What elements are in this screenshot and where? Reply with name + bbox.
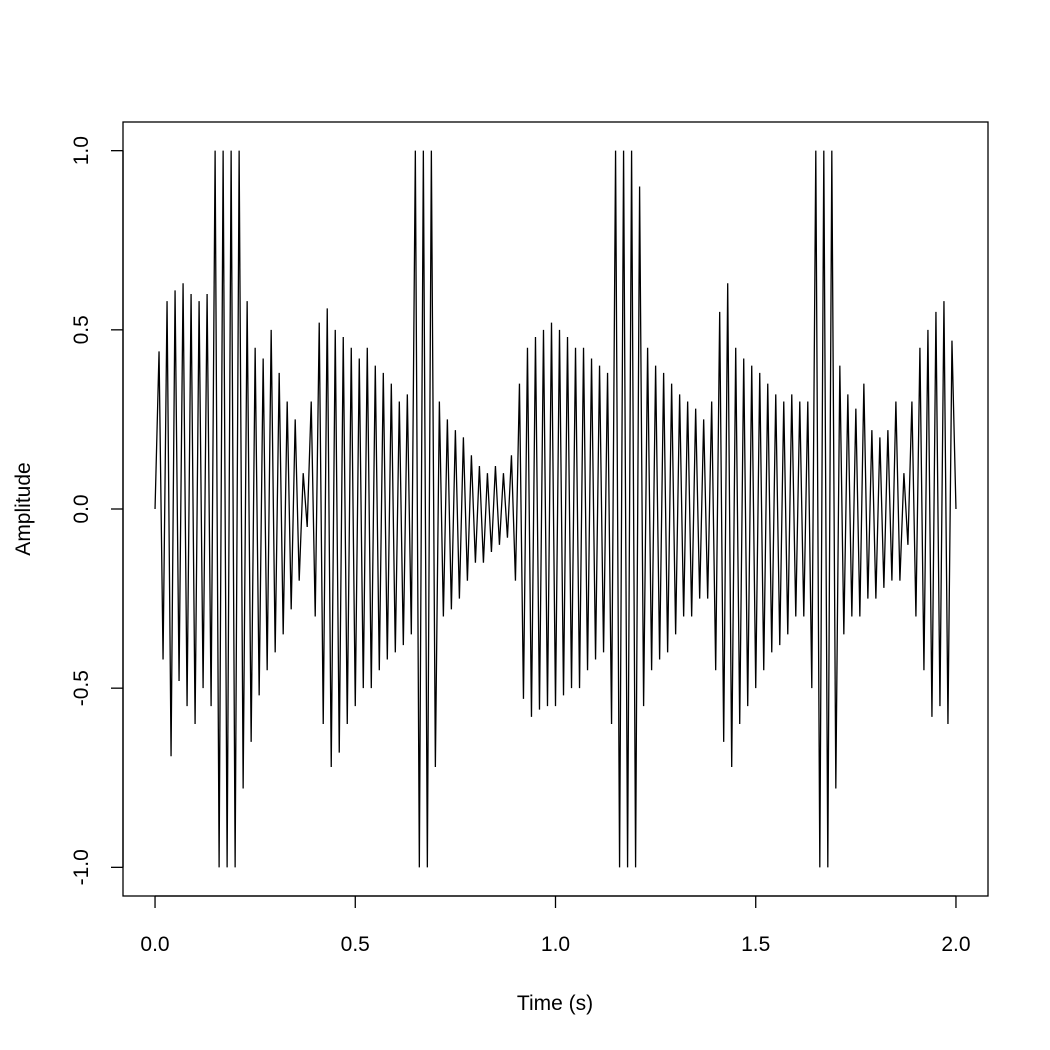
y-tick-label: -1.0 <box>70 849 93 885</box>
y-tick-label: 0.0 <box>70 494 93 523</box>
x-axis-label: Time (s) <box>517 992 593 1015</box>
y-axis-label: Amplitude <box>12 462 35 555</box>
x-tick-label: 1.5 <box>741 933 770 956</box>
x-tick-label: 0.0 <box>140 933 169 956</box>
x-tick-label: 1.0 <box>541 933 570 956</box>
y-tick-label: 1.0 <box>70 136 93 165</box>
waveform-line <box>154 150 957 868</box>
x-tick-label: 0.5 <box>341 933 370 956</box>
y-tick-label: -0.5 <box>70 670 93 706</box>
y-tick-label: 0.5 <box>70 315 93 344</box>
x-tick-label: 2.0 <box>941 933 970 956</box>
